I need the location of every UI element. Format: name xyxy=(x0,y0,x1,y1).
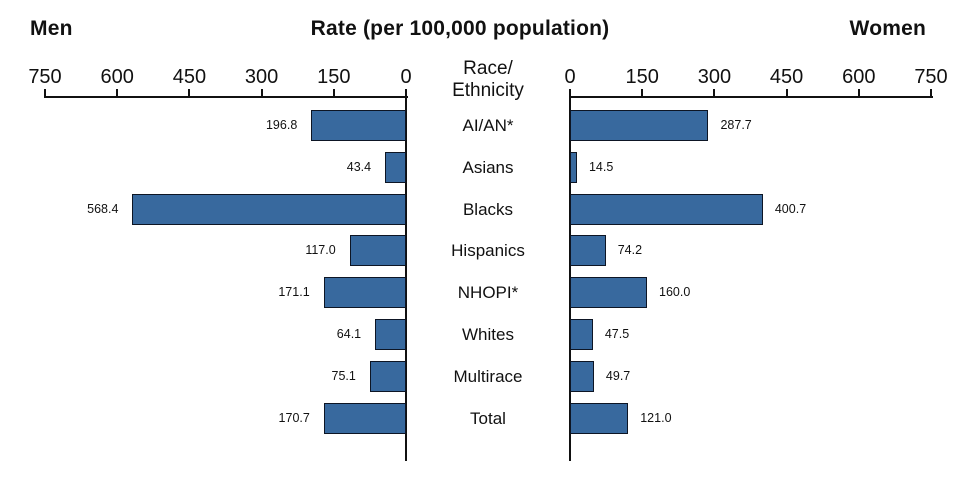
women-bar xyxy=(570,110,709,141)
men-bar xyxy=(375,319,406,350)
men-axis-tick-label: 750 xyxy=(28,66,62,88)
chart-title: Rate (per 100,000 population) xyxy=(310,17,610,40)
men-axis-tick xyxy=(116,89,119,96)
men-bar xyxy=(311,110,406,141)
women-axis-tick-label: 750 xyxy=(914,66,948,88)
men-axis-tick xyxy=(260,89,263,96)
men-bar xyxy=(323,402,406,434)
men-bar xyxy=(132,193,406,225)
women-value-label: 14.5 xyxy=(588,159,614,174)
men-axis-tick xyxy=(332,89,335,96)
men-value-label: 568.4 xyxy=(87,201,119,216)
race-ethnicity-column-header: Race/ Ethnicity xyxy=(452,58,524,101)
women-bar xyxy=(570,402,629,434)
women-value-label: 121.0 xyxy=(640,410,672,425)
women-axis-tick-label: 300 xyxy=(697,66,732,88)
men-panel-title: Men xyxy=(30,17,73,40)
women-panel-title: Women xyxy=(849,17,926,40)
women-bar xyxy=(570,193,763,225)
women-bar xyxy=(570,151,577,183)
men-axis-tick-label: 600 xyxy=(100,66,134,88)
women-value-label: 160.0 xyxy=(659,285,691,300)
category-label: NHOPI* xyxy=(457,283,519,303)
women-axis-tick xyxy=(857,89,860,96)
women-axis-tick xyxy=(713,89,716,96)
men-value-label: 117.0 xyxy=(305,243,336,258)
category-label: Blacks xyxy=(462,199,514,219)
men-bar xyxy=(323,277,406,309)
men-value-label: 170.7 xyxy=(278,410,310,425)
men-bar xyxy=(369,360,406,392)
men-axis-tick xyxy=(44,89,46,96)
men-bar xyxy=(385,151,406,183)
women-axis-tick-label: 0 xyxy=(564,66,576,88)
men-value-label: 43.4 xyxy=(346,159,372,174)
women-axis-tick-label: 600 xyxy=(842,66,876,88)
category-label: AI/AN* xyxy=(462,116,514,135)
men-axis-tick-label: 300 xyxy=(244,66,279,88)
women-axis-tick xyxy=(569,89,571,96)
category-label: Total xyxy=(470,408,506,428)
category-label: Whites xyxy=(462,325,514,344)
men-value-label: 64.1 xyxy=(336,327,362,341)
men-zero-axis xyxy=(405,96,407,461)
men-axis-tick xyxy=(405,89,407,96)
men-axis-tick xyxy=(188,89,191,96)
women-bar xyxy=(570,360,594,392)
women-value-label: 287.7 xyxy=(720,118,752,132)
men-bar xyxy=(349,235,406,267)
women-axis-tick-label: 450 xyxy=(769,66,804,88)
men-axis-tick-label: 450 xyxy=(172,66,207,88)
men-axis-tick-label: 0 xyxy=(400,66,412,88)
category-label: Multirace xyxy=(453,366,523,386)
women-value-label: 74.2 xyxy=(617,243,643,258)
women-bar xyxy=(570,319,593,350)
men-value-label: 75.1 xyxy=(331,368,356,383)
women-axis-tick xyxy=(785,89,788,96)
women-bar xyxy=(570,277,647,309)
women-axis-tick-label: 150 xyxy=(625,66,659,88)
men-value-label: 171.1 xyxy=(278,285,310,300)
women-axis-tick xyxy=(930,89,932,96)
women-value-label: 49.7 xyxy=(605,368,631,383)
women-bar xyxy=(570,235,606,267)
women-axis-line xyxy=(569,96,933,98)
category-label: Asians xyxy=(462,157,514,177)
women-axis-tick xyxy=(641,89,644,96)
women-value-label: 47.5 xyxy=(604,327,630,341)
women-value-label: 400.7 xyxy=(774,201,807,216)
men-value-label: 196.8 xyxy=(265,118,298,132)
category-label: Hispanics xyxy=(451,241,525,261)
men-axis-line xyxy=(44,96,408,98)
men-axis-tick-label: 150 xyxy=(317,66,351,88)
